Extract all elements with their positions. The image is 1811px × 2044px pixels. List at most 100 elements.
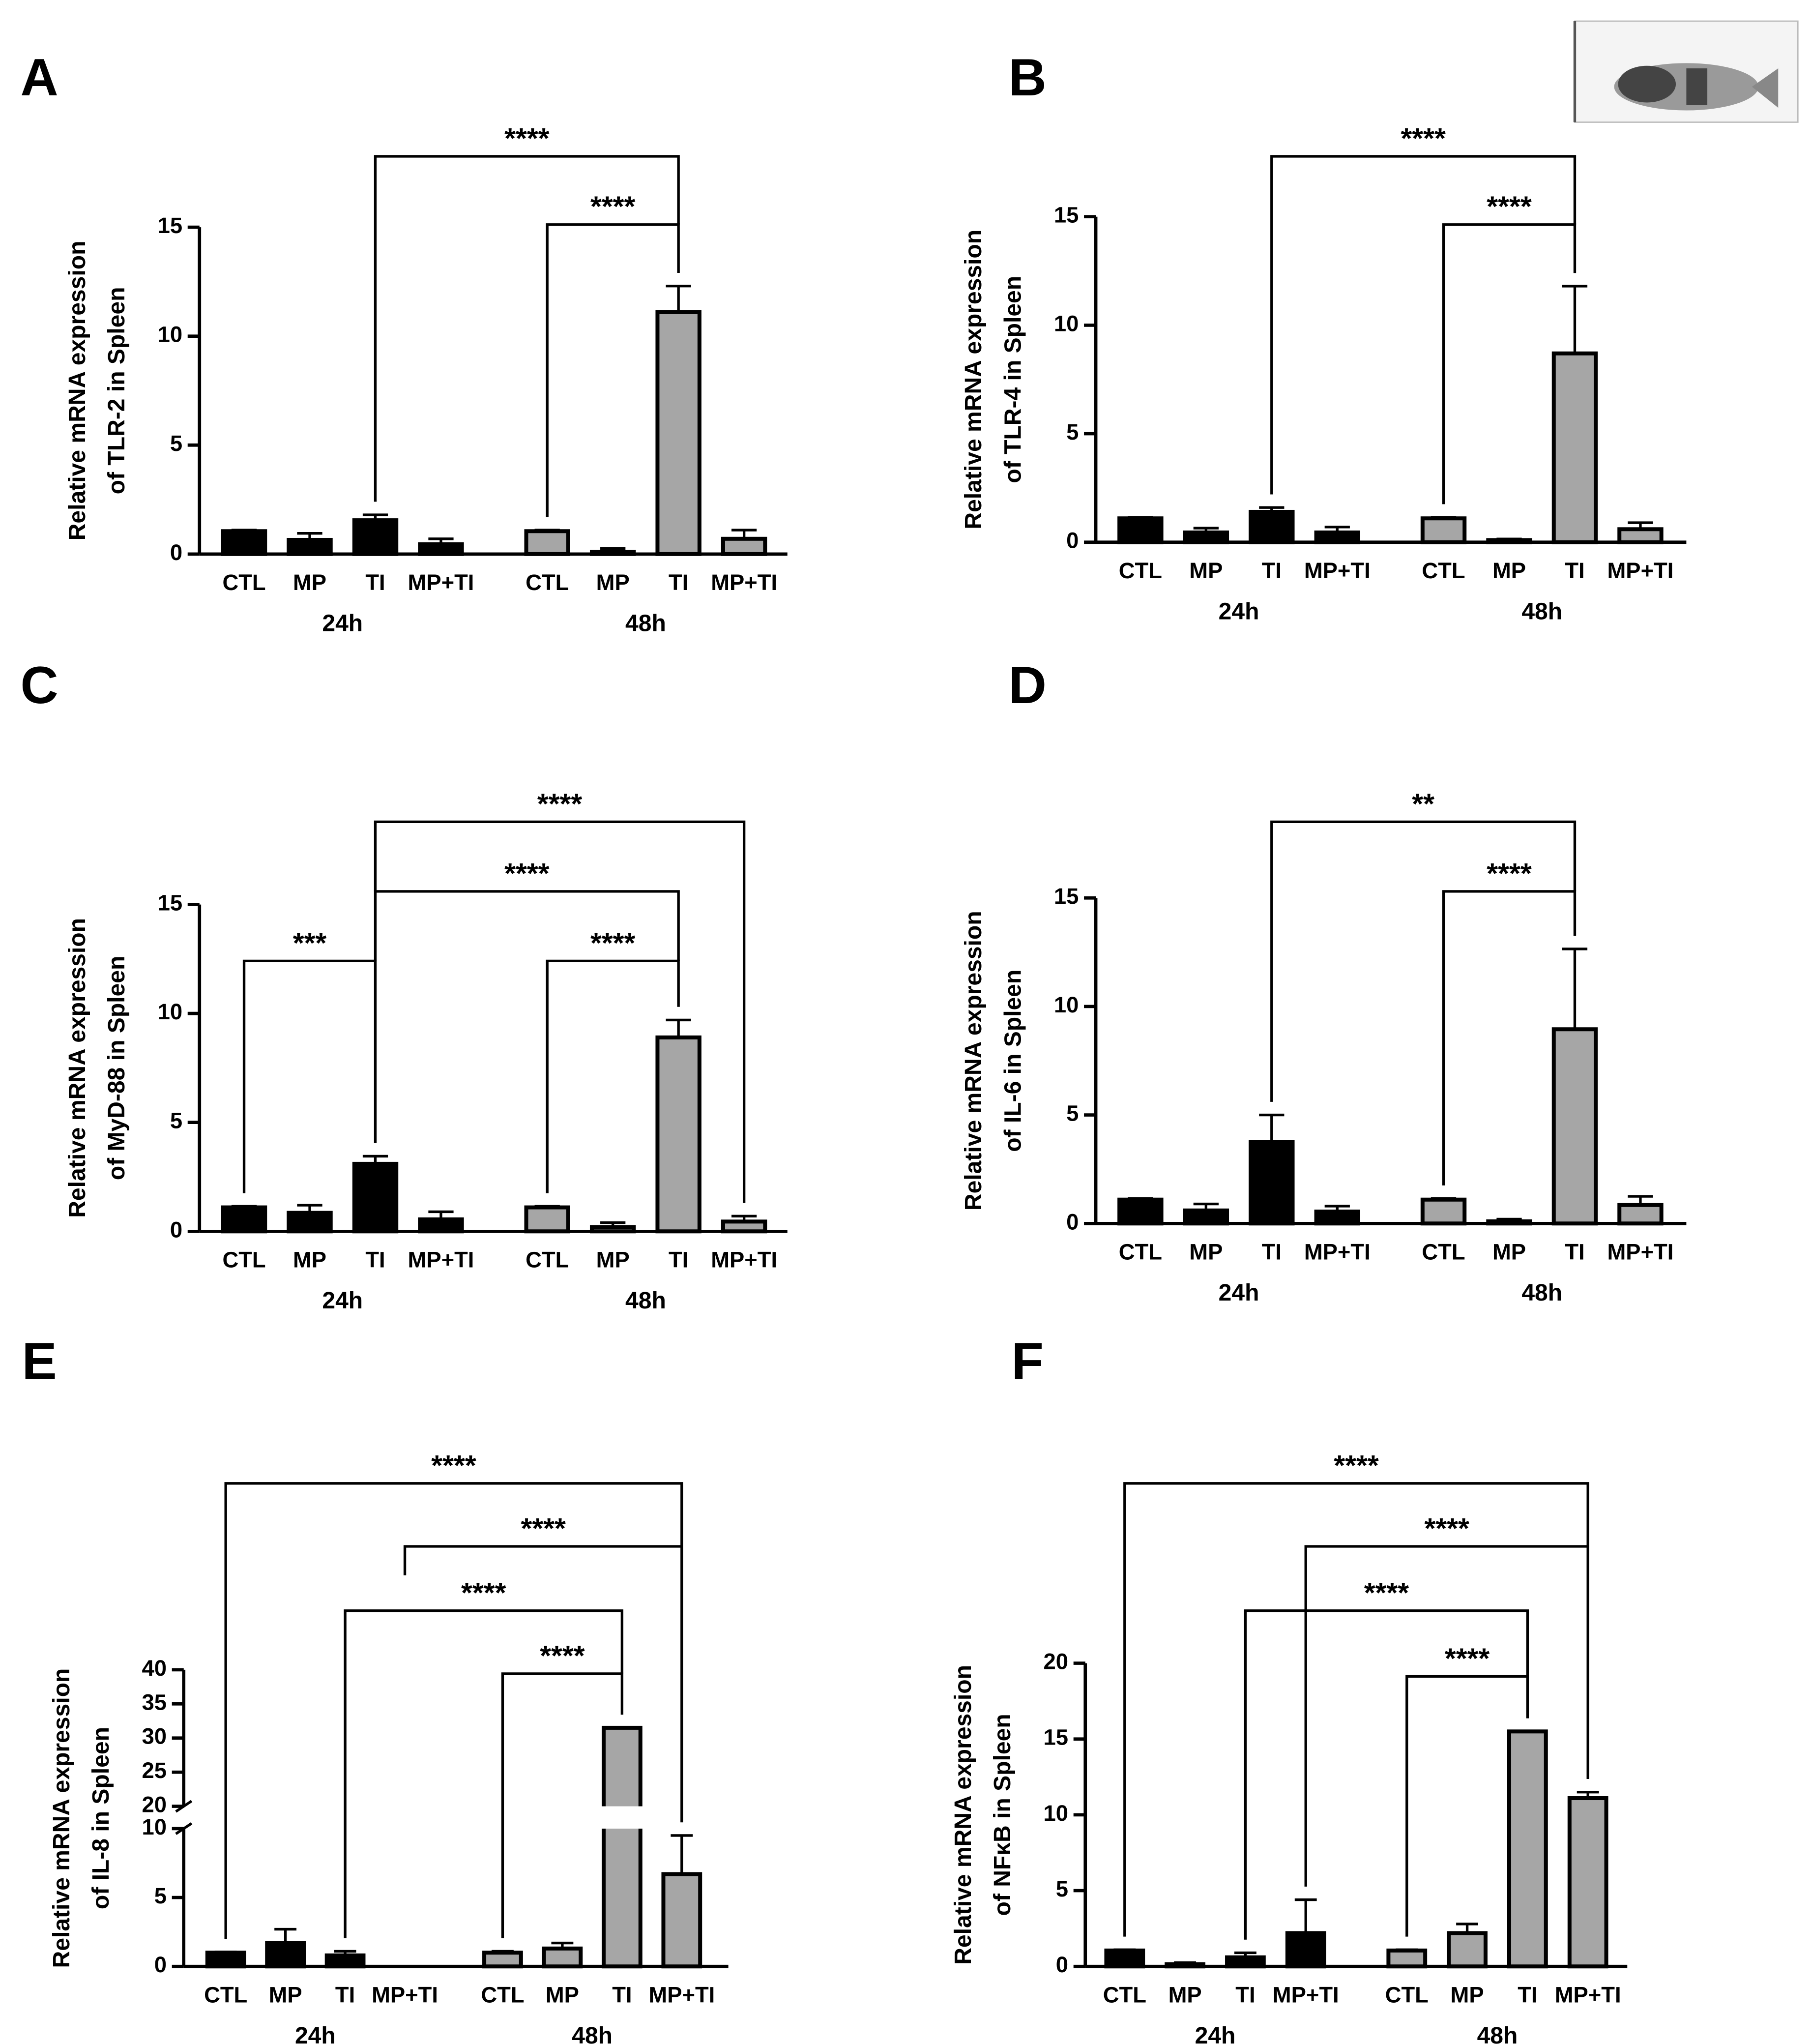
- significance-bracket: [374, 820, 746, 1203]
- panel: B Relative mRNA expression of TLR-4 in Spl…: [961, 48, 1687, 625]
- bar: [1617, 1203, 1664, 1226]
- y-axis-label: Relative mRNA expression: [64, 241, 90, 541]
- bar: [655, 310, 701, 556]
- x-tick-label: MP+TI: [648, 1983, 715, 2008]
- x-tick-label: TI: [1262, 558, 1282, 583]
- y-tick-label: 15: [158, 213, 182, 238]
- bar: [265, 1941, 306, 1969]
- significance-label: ****: [540, 1640, 585, 1672]
- bar: [1486, 538, 1532, 544]
- y-tick-label: 5: [1056, 1876, 1068, 1901]
- significance-bracket: [546, 223, 680, 517]
- y-tick-label: 15: [1044, 1725, 1068, 1750]
- x-tick-label: MP+TI: [1304, 558, 1371, 583]
- group-label: 24h: [1219, 1280, 1259, 1306]
- significance-bracket: [224, 1482, 683, 1939]
- significance-bracket: [1244, 1609, 1529, 1940]
- group-label: 48h: [1521, 599, 1562, 625]
- significance-label: ****: [504, 122, 550, 154]
- significance-bracket: [1442, 890, 1577, 1185]
- y-axis-label: Relative mRNA expression: [64, 918, 90, 1218]
- bar: [221, 529, 267, 556]
- x-tick-label: CTL: [222, 1247, 265, 1273]
- x-tick-label: MP: [269, 1983, 302, 2008]
- y-axis-label: of MyD-88 in Spleen: [104, 956, 130, 1181]
- x-tick-label: TI: [335, 1983, 355, 2008]
- significance-label: **: [1412, 788, 1434, 820]
- bar: [524, 1205, 570, 1234]
- x-tick-label: MP: [596, 570, 630, 595]
- y-tick-label: 0: [170, 1217, 182, 1242]
- panel-letter: D: [1009, 655, 1047, 714]
- significance-bracket: [1304, 1545, 1589, 1887]
- significance-bracket: [242, 959, 377, 1193]
- y-tick-label: 35: [142, 1689, 167, 1715]
- bar: [352, 1161, 399, 1234]
- significance-bracket: [1405, 1675, 1529, 1937]
- significance-bracket: [1270, 820, 1577, 1102]
- group-label: 48h: [625, 1288, 666, 1314]
- x-tick-label: CTL: [1103, 1983, 1146, 2008]
- significance-bracket: [344, 1609, 624, 1938]
- x-tick-label: MP+TI: [1555, 1983, 1621, 2008]
- y-tick-label: 5: [170, 431, 182, 456]
- significance-bracket: [546, 959, 680, 1193]
- bar: [589, 550, 636, 556]
- significance-bracket: [1123, 1482, 1589, 1937]
- significance-bracket: [374, 155, 680, 502]
- significance-bracket: [501, 1672, 624, 1938]
- bar: [418, 1217, 464, 1234]
- y-axis-label: Relative mRNA expression: [961, 911, 987, 1211]
- significance-label: ****: [1334, 1450, 1379, 1481]
- x-tick-label: MP: [1492, 1240, 1526, 1265]
- y-axis-label: of TLR-4 in Spleen: [1000, 276, 1026, 483]
- y-tick-label: 0: [154, 1952, 167, 1977]
- significance-label: ****: [590, 191, 636, 223]
- significance-bracket: [374, 890, 680, 961]
- x-tick-label: MP+TI: [408, 1247, 474, 1273]
- x-tick-label: MP+TI: [1607, 558, 1674, 583]
- y-tick-label: 0: [1066, 528, 1079, 553]
- y-axis-label: of NFκB in Spleen: [990, 1714, 1016, 1916]
- bar: [721, 536, 767, 556]
- fish-tail: [1752, 68, 1779, 108]
- x-tick-label: MP: [1189, 1240, 1223, 1265]
- x-tick-label: CTL: [526, 570, 569, 595]
- group-label: 24h: [1219, 599, 1259, 625]
- panel: A Relative mRNA expression of TLR-2 in Spl…: [21, 48, 788, 637]
- x-tick-label: MP: [1492, 558, 1526, 583]
- group-label: 24h: [322, 1288, 363, 1314]
- x-tick-label: MP: [1189, 558, 1223, 583]
- bar: [655, 1035, 701, 1234]
- x-tick-label: MP+TI: [1607, 1240, 1674, 1265]
- bar: [1165, 1962, 1205, 1969]
- x-tick-label: TI: [669, 1247, 688, 1273]
- significance-label: ****: [461, 1577, 506, 1609]
- x-tick-label: MP+TI: [1273, 1983, 1339, 2008]
- x-tick-label: CTL: [1119, 558, 1162, 583]
- bar: [542, 1946, 583, 1969]
- x-tick-label: MP+TI: [408, 570, 474, 595]
- x-tick-label: CTL: [1119, 1240, 1162, 1265]
- bar: [482, 1951, 523, 1969]
- y-axis-label: Relative mRNA expression: [961, 230, 987, 530]
- bar: [589, 1225, 636, 1234]
- x-tick-label: MP: [1451, 1983, 1484, 2008]
- x-tick-label: MP: [1168, 1983, 1202, 2008]
- panel-letter: B: [1009, 48, 1047, 107]
- bar: [287, 537, 333, 556]
- x-tick-label: CTL: [1422, 1240, 1465, 1265]
- bar: [1225, 1955, 1266, 1969]
- group-label: 48h: [625, 611, 666, 637]
- panel-letter: E: [22, 1332, 57, 1391]
- x-tick-label: MP: [293, 1247, 326, 1273]
- y-axis-label: of IL-8 in Spleen: [88, 1727, 114, 1909]
- panel: E Relative mRNA expression of IL-8 in Sple…: [22, 1332, 729, 2044]
- bar: [1551, 1027, 1598, 1226]
- group-label: 24h: [295, 2023, 336, 2044]
- y-axis-label: Relative mRNA expression: [49, 1668, 75, 1968]
- bar: [721, 1219, 767, 1234]
- x-tick-label: TI: [365, 1247, 385, 1273]
- bar: [1420, 1197, 1467, 1226]
